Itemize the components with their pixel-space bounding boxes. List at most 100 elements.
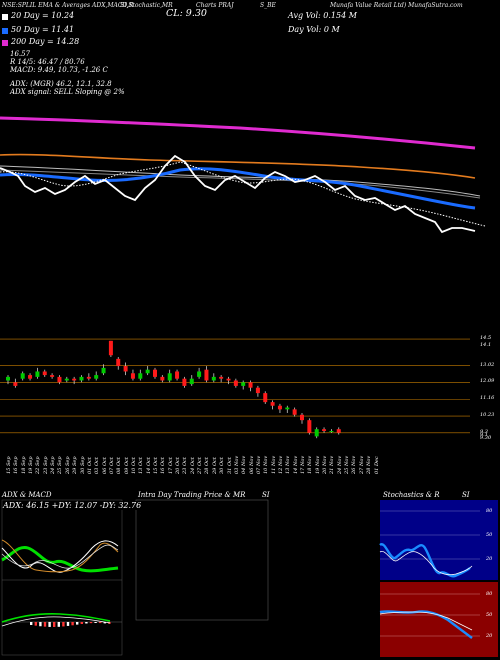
candle-body [219, 376, 224, 379]
date-axis-label: 29 Sep [72, 456, 79, 474]
date-axis-label: 13 Nov [285, 455, 292, 474]
rsi-line [379, 610, 473, 639]
ma200-line [0, 116, 476, 150]
date-axis-label: 30 Oct [219, 457, 226, 474]
date-axis-label: 01 Dec [373, 456, 380, 474]
candle-body [233, 380, 238, 386]
candle-body [35, 371, 40, 377]
date-axis-label: 16 Oct [160, 457, 167, 474]
header-source: NSE:SPLIL EMA & Averages ADX,MACD,R [2, 2, 133, 9]
macd-bar [34, 622, 37, 626]
date-axis-label: 28 Oct [204, 457, 211, 474]
date-axis-label: 18 Sep [20, 456, 27, 474]
date-axis-label: 20 Oct [175, 457, 182, 474]
macd-histogram [30, 622, 111, 627]
date-axis-label: 31 Oct [226, 457, 233, 474]
candle-body [329, 430, 334, 432]
ma-grey-line-1 [0, 165, 481, 197]
candle-body [116, 358, 121, 367]
header-item-4: Charts PRAJ [196, 2, 234, 9]
indicator-line-4: ADX: (MGR) 46.2, 12.1, 32.8 [10, 80, 112, 88]
date-axis-label: 07 Nov [255, 455, 262, 474]
adx-minusdi-line [1, 540, 119, 573]
rsi-panel-bg [380, 582, 498, 657]
adx-panel-label: ADX & MACD [2, 491, 52, 499]
date-axis-label: 15 Sep [6, 456, 12, 474]
candle-body [153, 369, 157, 377]
candle-body [285, 407, 290, 410]
price-axis-label: 12.09 [480, 378, 495, 385]
date-axis-label: 19 Sep [28, 456, 35, 474]
date-axis-label: 10 Nov [263, 455, 270, 474]
macd-bar [57, 622, 60, 627]
date-axis-label: 27 Nov [358, 455, 365, 474]
date-axis-label: 28 Nov [366, 455, 373, 474]
ma50-swatch [2, 28, 8, 34]
date-axis-label: 15 Oct [153, 457, 159, 474]
price-axis-label: 10.23 [480, 412, 495, 419]
date-axis-label: 18 Nov [307, 455, 314, 474]
candle-body [197, 371, 202, 377]
rsi-tick-20: 20 [486, 633, 493, 639]
stoch-tick-20: 20 [486, 556, 493, 562]
candle-body [79, 376, 84, 381]
candle-body [211, 376, 216, 381]
candle-body [189, 378, 194, 385]
macd-bar [85, 622, 88, 624]
date-axis-label: 01 Oct [86, 457, 93, 474]
macd-bar [80, 622, 83, 624]
date-axis-label: 08 Oct [116, 457, 123, 474]
header-item-3: SI,Stochastic,MR [120, 2, 173, 9]
date-axis-label: 03 Oct [94, 457, 101, 474]
intraday-panel-title: Intra Day Trading Price & MR [138, 491, 246, 499]
date-axis-label: 24 Sep [50, 456, 57, 474]
candles [6, 340, 341, 439]
date-axis-label: 07 Oct [108, 457, 115, 474]
price-close-line [0, 154, 476, 234]
candle-body [20, 373, 25, 379]
candle-body [123, 366, 128, 372]
candle-body [277, 405, 282, 410]
date-axis-label: 24 Oct [189, 457, 196, 474]
ma20-label: 20 Day = 10.24 [11, 11, 75, 20]
candle-body [336, 429, 341, 433]
rsi-signal-line [379, 611, 473, 631]
candle-body [28, 375, 33, 379]
macd-bar [48, 622, 51, 627]
date-axis-label: 04 Nov [241, 455, 248, 474]
candle-body [50, 375, 55, 377]
macd-bar [66, 622, 70, 626]
price-axis-label: 9.3 [480, 428, 488, 435]
candle-body [314, 429, 319, 437]
date-axis-label: 14 Nov [292, 455, 299, 474]
date-axis-label: 17 Oct [167, 457, 174, 474]
date-axis-label: 03 Nov [233, 455, 240, 474]
ma100-line [0, 153, 476, 179]
candle-body [270, 402, 275, 406]
stoch-tick-80: 80 [486, 508, 493, 514]
candle-body [307, 420, 312, 433]
date-axis-label: 21 Nov [329, 455, 336, 474]
rsi-tick-50: 50 [486, 612, 493, 618]
candle-body [138, 373, 143, 379]
price-gridlines [0, 338, 470, 434]
date-axis-label: 10 Oct [130, 457, 137, 474]
date-axis-label: 06 Nov [248, 455, 255, 474]
close-label: CL: 9.30 [166, 8, 207, 19]
macd-bar [103, 622, 106, 624]
candle-body [175, 371, 180, 379]
candle-body [241, 382, 246, 386]
indicator-line-2: R 14/5: 46.47 / 80.76 [10, 58, 85, 66]
date-axis-label: 26 Sep [64, 456, 71, 474]
stoch-tick-50: 50 [486, 532, 493, 538]
date-axis-label: 16 Sep [13, 456, 20, 474]
candle-body [72, 378, 77, 381]
adx-line [1, 539, 119, 573]
date-axis-label: 13 Oct [138, 457, 145, 474]
date-axis-label: 17 Nov [300, 455, 306, 474]
date-axis-label: 09 Oct [123, 457, 130, 474]
price-chart [0, 116, 486, 439]
macd-bar [108, 622, 111, 624]
candle-body [42, 371, 47, 376]
ma50-label: 50 Day = 11.41 [11, 25, 75, 34]
